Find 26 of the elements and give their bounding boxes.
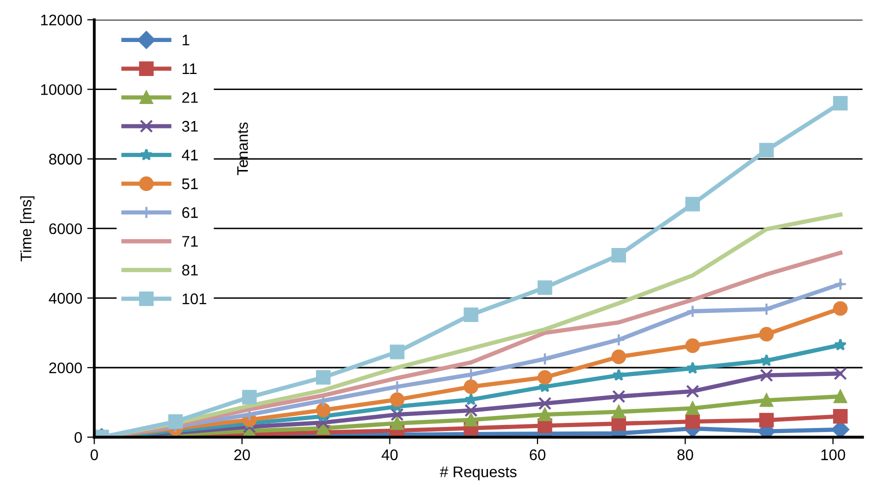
legend-label: 21	[182, 92, 198, 103]
y-tick-label: 12000	[41, 14, 82, 26]
x-tick-label: 40	[382, 449, 398, 460]
legend-label: 31	[182, 120, 198, 132]
y-tick-label: 2000	[49, 362, 82, 374]
legend-label: 11	[182, 64, 197, 74]
x-tick-label: 0	[90, 449, 98, 460]
legend-label: 61	[182, 207, 198, 218]
y-tick-label: 6000	[49, 223, 82, 234]
legend-title: Tenants	[237, 122, 248, 176]
y-tick-label: 8000	[49, 154, 82, 165]
legend-label: 51	[182, 178, 198, 190]
legend-label: 101	[182, 293, 206, 304]
legend-label: 41	[182, 150, 198, 160]
x-tick-label: 80	[677, 449, 694, 460]
x-tick-label: 20	[234, 449, 250, 460]
x-tick-label: 60	[530, 449, 546, 460]
legend-label: 81	[182, 264, 198, 276]
legend-label: 1	[182, 34, 190, 46]
x-tick-label: 100	[821, 449, 846, 460]
y-axis-title: Time [ms]	[20, 196, 34, 262]
y-tick-label: 0	[74, 432, 82, 443]
x-axis-title: # Requests	[440, 466, 516, 480]
legend-label: 71	[182, 236, 198, 247]
y-tick-label: 4000	[48, 292, 82, 304]
y-tick-label: 10000	[41, 84, 82, 96]
